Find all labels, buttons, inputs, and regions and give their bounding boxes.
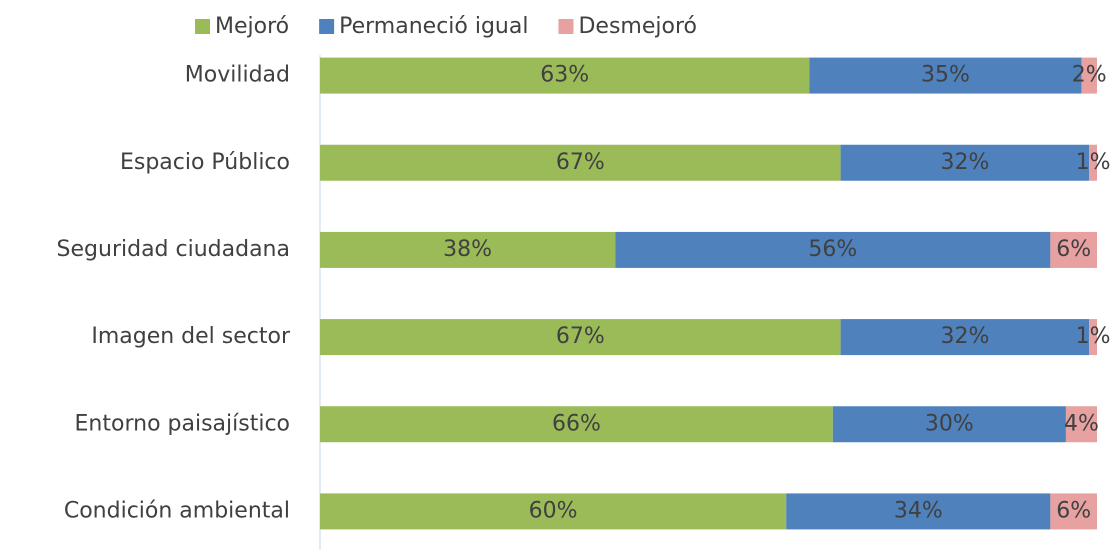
bar-segment	[320, 57, 810, 94]
value-label: 67%	[556, 324, 605, 349]
value-label: 67%	[556, 150, 605, 175]
value-label: 6%	[1056, 498, 1091, 523]
bar-segment	[786, 493, 1051, 530]
bar-segment	[840, 319, 1090, 356]
category-label: Seguridad ciudadana	[57, 237, 290, 262]
category-label: Imagen del sector	[91, 324, 291, 349]
value-label: 4%	[1064, 411, 1099, 436]
legend-swatch	[319, 19, 335, 34]
bar-segment	[320, 319, 841, 356]
bar-segment	[832, 406, 1066, 443]
category-label: Entorno paisajístico	[75, 411, 290, 436]
bar-segment	[809, 57, 1082, 94]
value-label: 1%	[1076, 324, 1111, 349]
value-label: 1%	[1076, 150, 1111, 175]
legend-label: Mejoró	[215, 14, 289, 39]
value-label: 32%	[940, 150, 989, 175]
category-label: Movilidad	[185, 63, 290, 88]
value-label: 63%	[540, 63, 589, 88]
value-label: 56%	[808, 237, 857, 262]
category-label: Espacio Público	[120, 150, 290, 175]
value-label: 35%	[921, 63, 970, 88]
bar-segment	[1089, 144, 1097, 181]
value-label: 32%	[940, 324, 989, 349]
legend-swatch	[195, 19, 210, 34]
value-label: 2%	[1072, 63, 1107, 88]
value-label: 66%	[552, 411, 601, 436]
value-label: 60%	[529, 498, 578, 523]
value-label: 38%	[443, 237, 492, 262]
bar-segment	[1065, 406, 1097, 443]
bar-segment	[1050, 231, 1097, 268]
value-label: 6%	[1056, 237, 1091, 262]
bar-segment	[320, 493, 787, 530]
bar-segment	[1081, 57, 1097, 94]
legend-label: Permaneció igual	[339, 14, 528, 39]
bar-segment	[1089, 319, 1097, 356]
bar-segment	[615, 231, 1051, 268]
value-label: 34%	[894, 498, 943, 523]
bar-segment	[320, 144, 841, 181]
bar-segment	[1050, 493, 1097, 530]
category-label: Condición ambiental	[64, 498, 290, 523]
bar-segment	[840, 144, 1090, 181]
legend-swatch	[558, 19, 574, 34]
bar-segment	[320, 406, 833, 443]
value-label: 30%	[925, 411, 974, 436]
legend-label: Desmejoró	[578, 14, 697, 39]
bar-segment	[320, 231, 616, 268]
